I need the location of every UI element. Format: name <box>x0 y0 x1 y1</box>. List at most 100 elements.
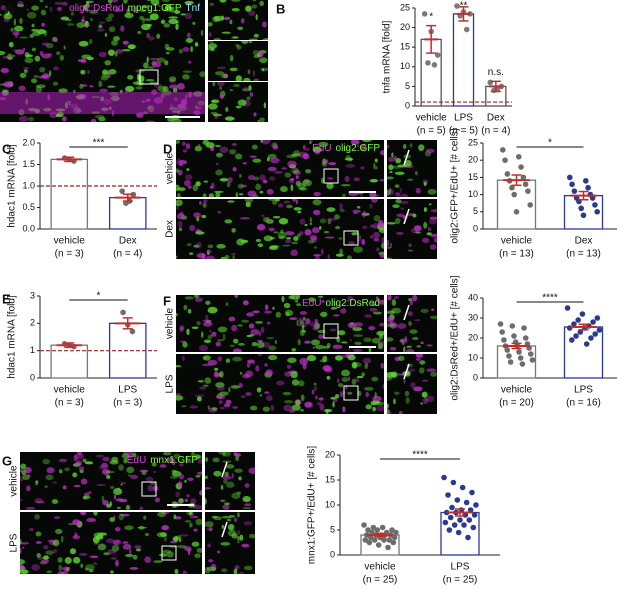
cell <box>67 23 75 26</box>
arrow <box>221 461 228 478</box>
cell <box>239 534 244 541</box>
data-point <box>370 524 377 531</box>
data-point <box>469 489 475 496</box>
cell <box>166 551 174 558</box>
cell <box>20 539 22 545</box>
cell <box>109 501 113 507</box>
cell <box>389 346 397 351</box>
cell <box>322 355 328 363</box>
cell <box>299 218 306 225</box>
cell <box>108 13 114 18</box>
cell <box>199 344 208 352</box>
cell <box>388 156 396 162</box>
cell <box>182 70 192 73</box>
cell <box>222 475 232 480</box>
cell <box>256 224 266 231</box>
cell <box>149 13 159 21</box>
cell <box>146 0 153 2</box>
cell <box>344 175 350 183</box>
data-point <box>487 79 494 86</box>
cell <box>340 392 343 398</box>
cell <box>162 86 169 92</box>
cell <box>263 102 267 109</box>
cell <box>262 179 268 184</box>
cell <box>250 328 260 336</box>
cell <box>248 38 258 40</box>
cell <box>145 120 156 122</box>
cell <box>202 193 207 197</box>
cell <box>232 167 237 172</box>
cell <box>387 246 392 249</box>
cell <box>8 41 14 48</box>
cell <box>320 311 328 317</box>
cell <box>203 355 211 361</box>
cell <box>409 143 413 148</box>
cell <box>108 69 117 75</box>
cell <box>61 1 68 6</box>
cell <box>194 145 203 152</box>
cell <box>291 153 301 157</box>
cell <box>376 247 379 252</box>
cell <box>304 401 312 408</box>
cell <box>205 487 212 490</box>
cell <box>423 221 428 229</box>
cell <box>407 249 413 252</box>
cell <box>314 386 317 392</box>
cell <box>110 557 118 560</box>
channel-labels: EdU mnx1:GFP <box>127 455 199 466</box>
cell <box>233 83 240 88</box>
cell <box>121 453 130 459</box>
n-label: (n = 3) <box>113 398 142 409</box>
cell <box>35 480 39 483</box>
cell <box>251 144 258 150</box>
cell <box>97 543 107 551</box>
cell <box>205 567 211 574</box>
cell <box>392 204 400 209</box>
cell <box>320 177 324 184</box>
cell <box>312 199 322 206</box>
micrograph <box>205 512 255 574</box>
cell <box>105 538 115 544</box>
data-point <box>578 205 585 212</box>
data-point <box>374 527 381 533</box>
cell <box>204 377 212 384</box>
micrograph-label: * <box>290 167 294 178</box>
cell <box>184 1 194 5</box>
cell <box>122 541 129 544</box>
cell <box>389 188 392 194</box>
cell <box>59 54 64 61</box>
data-point <box>361 522 367 528</box>
cell <box>219 406 225 410</box>
cell <box>252 310 260 314</box>
cell <box>57 557 63 563</box>
cell <box>143 515 147 520</box>
cell <box>232 356 243 362</box>
cell <box>297 210 302 214</box>
cell <box>219 370 224 378</box>
cell <box>376 405 384 412</box>
cell <box>387 176 394 180</box>
cell <box>266 188 274 195</box>
cell <box>410 381 416 389</box>
cell <box>168 16 179 19</box>
data-point <box>501 337 507 343</box>
cell <box>304 147 310 152</box>
cell <box>362 140 372 142</box>
cell <box>187 477 194 482</box>
data-point <box>434 52 441 58</box>
cell <box>115 7 120 13</box>
cell <box>314 150 321 155</box>
cell <box>104 32 108 37</box>
cell <box>179 463 184 467</box>
cell <box>24 57 34 64</box>
cell <box>29 34 34 38</box>
cell <box>196 547 202 553</box>
cell <box>389 242 393 248</box>
cell <box>315 344 325 350</box>
data-point <box>500 147 506 153</box>
cell <box>161 0 170 3</box>
cell <box>345 163 356 168</box>
cell <box>341 369 351 377</box>
cell <box>407 311 413 316</box>
